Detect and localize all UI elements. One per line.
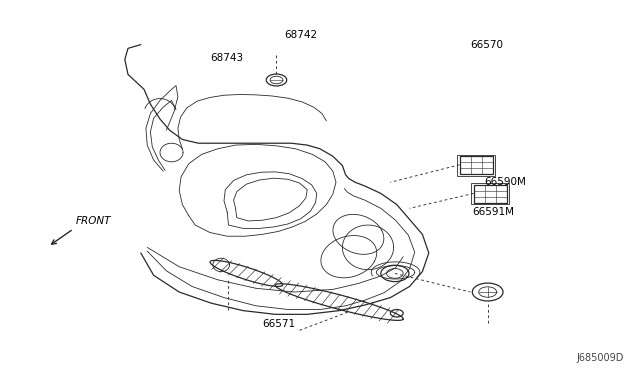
Text: 66571: 66571 — [262, 319, 295, 328]
Text: 66570: 66570 — [470, 40, 503, 49]
Text: FRONT: FRONT — [76, 216, 111, 226]
Text: J685009D: J685009D — [577, 353, 624, 363]
Text: 66591M: 66591M — [472, 207, 514, 217]
Bar — [474, 185, 507, 203]
Text: 66590M: 66590M — [484, 177, 527, 187]
Bar — [460, 156, 493, 174]
Bar — [471, 183, 509, 204]
Bar — [457, 155, 495, 176]
Text: 68743: 68743 — [211, 53, 244, 62]
Text: 68742: 68742 — [284, 31, 317, 40]
